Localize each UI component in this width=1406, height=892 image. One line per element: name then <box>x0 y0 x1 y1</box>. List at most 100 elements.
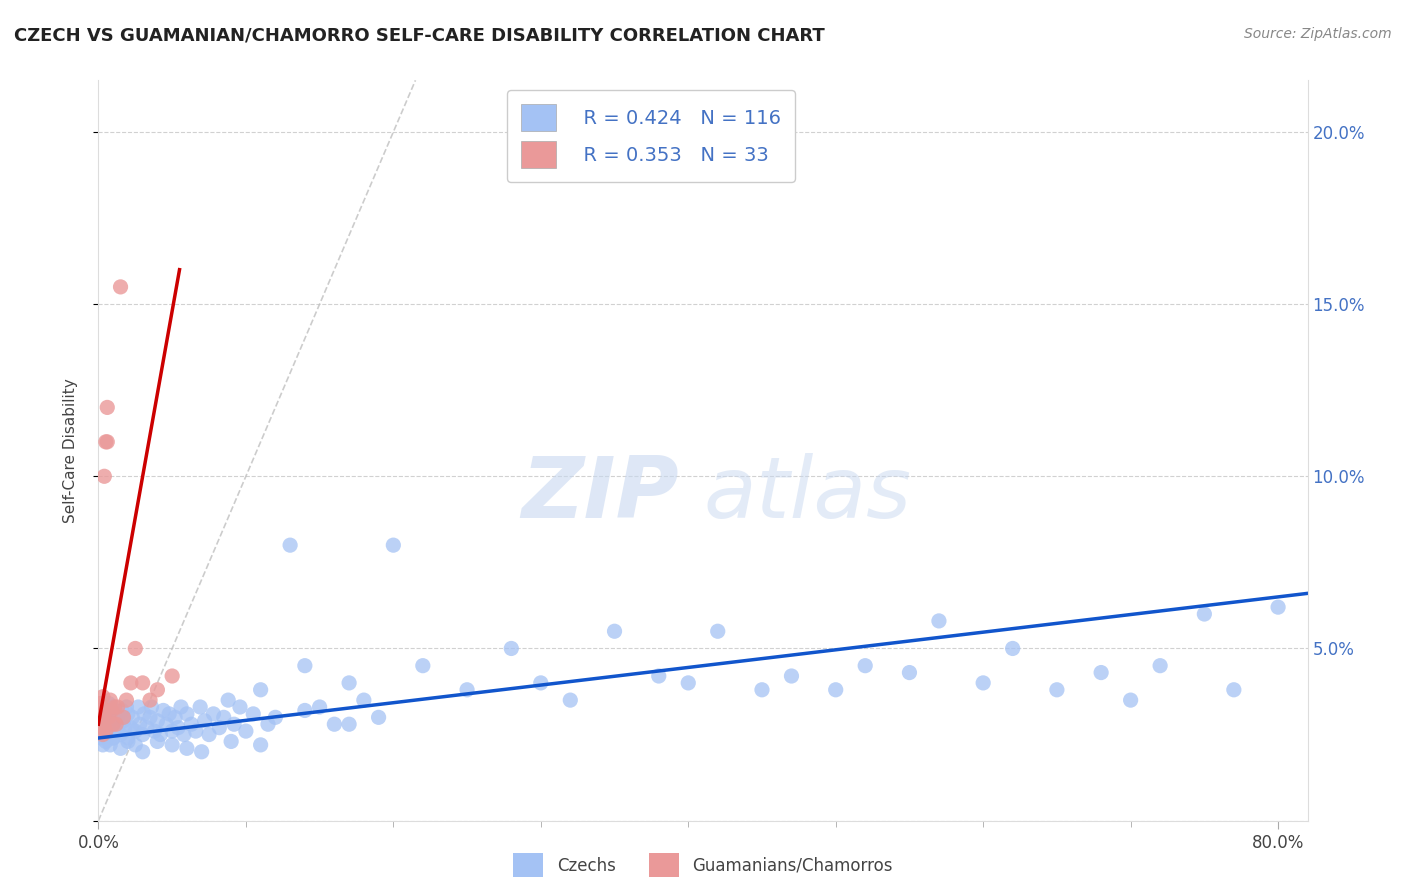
Point <box>229 700 252 714</box>
Point <box>706 624 728 639</box>
Point <box>157 706 180 721</box>
Point <box>146 714 169 728</box>
Point <box>180 717 202 731</box>
Point <box>94 717 117 731</box>
Point <box>152 703 174 717</box>
Point <box>101 706 124 721</box>
Point <box>1194 607 1216 621</box>
Point <box>131 727 153 741</box>
Point <box>110 741 132 756</box>
Point <box>264 710 287 724</box>
Point <box>323 717 346 731</box>
Point <box>194 714 217 728</box>
Point <box>560 693 582 707</box>
Point <box>1223 682 1246 697</box>
Point <box>249 682 271 697</box>
Point <box>501 641 523 656</box>
Point <box>217 693 239 707</box>
Point <box>91 710 114 724</box>
Point <box>1001 641 1024 656</box>
Point <box>1119 693 1142 707</box>
Point <box>648 669 671 683</box>
Point <box>90 721 112 735</box>
Point <box>117 706 139 721</box>
Point <box>128 717 150 731</box>
Point <box>367 710 389 724</box>
Point <box>97 721 120 735</box>
Point <box>115 693 138 707</box>
Point <box>353 693 375 707</box>
Point <box>337 717 360 731</box>
Point <box>278 538 301 552</box>
Point <box>101 731 124 745</box>
Point <box>198 727 221 741</box>
Point <box>780 669 803 683</box>
Point <box>160 669 183 683</box>
Point <box>1046 682 1069 697</box>
Point <box>139 693 162 707</box>
Point <box>120 676 142 690</box>
Point <box>898 665 921 680</box>
Point <box>94 700 117 714</box>
Text: Source: ZipAtlas.com: Source: ZipAtlas.com <box>1244 27 1392 41</box>
Point <box>111 703 134 717</box>
Point <box>160 738 183 752</box>
Point <box>93 721 115 735</box>
Point <box>98 738 121 752</box>
Point <box>94 724 117 739</box>
Point <box>101 731 124 745</box>
Point <box>89 697 111 711</box>
Point <box>96 401 118 415</box>
Point <box>308 700 330 714</box>
Point <box>91 700 114 714</box>
Point <box>105 717 128 731</box>
Point <box>112 714 135 728</box>
Point <box>104 700 127 714</box>
Point <box>124 738 146 752</box>
Point <box>89 714 111 728</box>
Point <box>1267 600 1289 615</box>
Point <box>112 710 135 724</box>
Point <box>139 710 162 724</box>
Point <box>219 734 242 748</box>
Point <box>170 700 193 714</box>
Point <box>222 717 245 731</box>
Point <box>928 614 950 628</box>
Point <box>91 690 114 704</box>
Point <box>115 700 138 714</box>
Point <box>294 658 316 673</box>
Point <box>107 700 129 714</box>
Point <box>120 721 142 735</box>
Point <box>121 710 143 724</box>
Point <box>190 745 212 759</box>
Point <box>678 676 700 690</box>
Point <box>249 738 271 752</box>
Point <box>93 469 115 483</box>
Point <box>165 710 187 724</box>
Point <box>100 717 122 731</box>
Point <box>1149 658 1171 673</box>
Point <box>91 703 114 717</box>
Point <box>173 727 195 741</box>
Point <box>98 693 121 707</box>
Point <box>853 658 876 673</box>
Text: CZECH VS GUAMANIAN/CHAMORRO SELF-CARE DISABILITY CORRELATION CHART: CZECH VS GUAMANIAN/CHAMORRO SELF-CARE DI… <box>14 27 825 45</box>
Point <box>90 731 112 745</box>
Point <box>530 676 553 690</box>
Point <box>96 434 118 449</box>
Point <box>751 682 773 697</box>
Point <box>97 697 120 711</box>
Point <box>136 721 159 735</box>
Point <box>141 700 163 714</box>
Point <box>131 676 153 690</box>
Point <box>93 706 115 721</box>
Point <box>603 624 626 639</box>
Point <box>100 703 122 717</box>
Point <box>167 721 190 735</box>
Point <box>235 724 257 739</box>
Point <box>89 724 111 739</box>
Point <box>124 724 146 739</box>
Point <box>97 710 120 724</box>
Point <box>101 717 124 731</box>
Point <box>89 706 111 721</box>
